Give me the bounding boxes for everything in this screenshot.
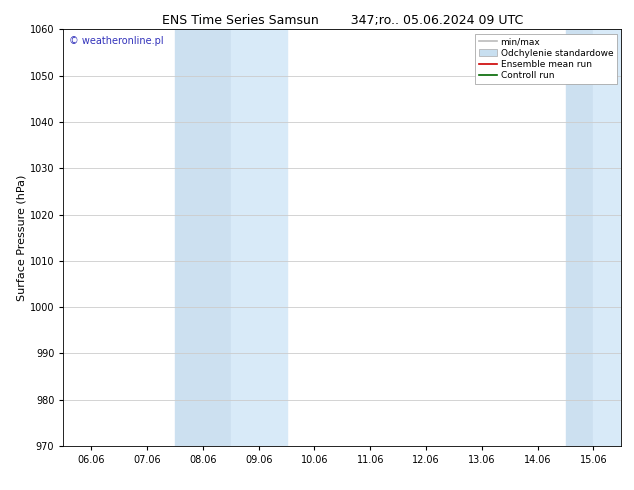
- Bar: [593, 29, 621, 446]
- Y-axis label: Surface Pressure (hPa): Surface Pressure (hPa): [17, 174, 27, 301]
- Title: ENS Time Series Samsun        347;ro.. 05.06.2024 09 UTC: ENS Time Series Samsun 347;ro.. 05.06.20…: [162, 14, 523, 27]
- Legend: min/max, Odchylenie standardowe, Ensemble mean run, Controll run: min/max, Odchylenie standardowe, Ensembl…: [476, 34, 617, 84]
- Bar: [231, 29, 287, 446]
- Bar: [175, 29, 231, 446]
- Bar: [566, 29, 593, 446]
- Text: © weatheronline.pl: © weatheronline.pl: [69, 36, 164, 46]
